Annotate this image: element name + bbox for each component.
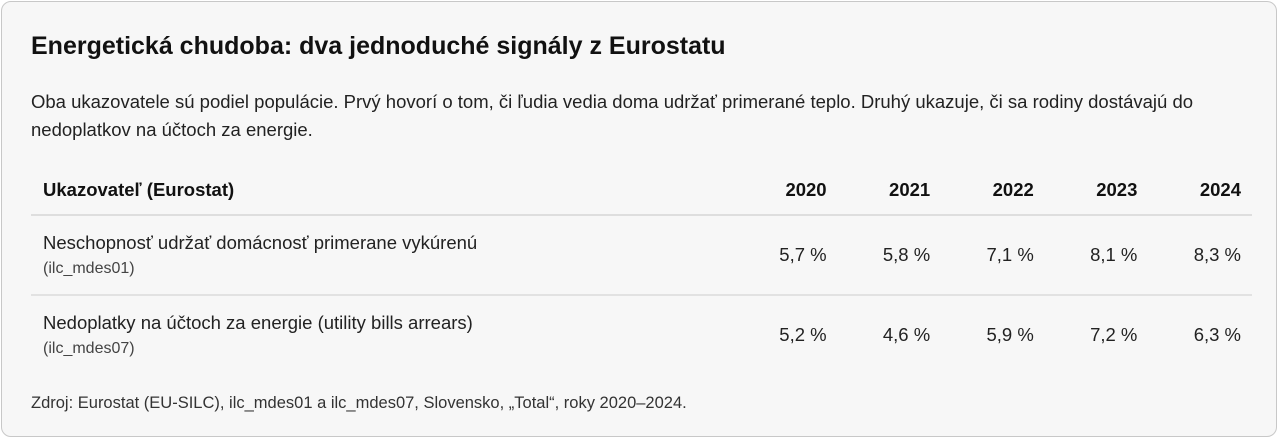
value-cell: 7,1 % [941, 215, 1045, 296]
title: Energetická chudoba: dva jednoduché sign… [31, 32, 726, 60]
header-cell: 2024 [1148, 165, 1252, 216]
value-cell: 8,1 % [1044, 215, 1149, 296]
header-cell: 2022 [941, 165, 1045, 216]
table-row: Nedoplatky na účtoch za energie (utility… [31, 295, 1252, 374]
header-cell: Ukazovateľ (Eurostat) [31, 165, 734, 216]
value-cell: 4,6 % [882, 324, 931, 345]
indicator-label: Nedoplatky na účtoch za energie (utility… [43, 312, 473, 333]
source: Zdroj: Eurostat (EU-SILC), ilc_mdes01 a … [31, 394, 687, 412]
value-cell: 5,9 % [986, 324, 1034, 345]
indicator-code: (ilc_mdes07) [43, 340, 135, 357]
value-cell: 5,7 % [734, 215, 838, 296]
value-cell: 5,2 % [779, 324, 827, 345]
indicator-label: Neschopnosť udržať domácnosť primerane v… [43, 232, 478, 253]
description: Oba ukazovatele sú podiel populácie. Prv… [31, 91, 1194, 140]
indicator-cell: Nedoplatky na účtoch za energie (utility… [31, 295, 734, 374]
header-cell: 2023 [1044, 165, 1149, 216]
header-row: Ukazovateľ (Eurostat) 2020 2021 2022 2023 202… [31, 165, 1252, 216]
value-cell: 6,3 % [1193, 324, 1241, 345]
indicator-code: (ilc_mdes01) [43, 260, 135, 277]
data-table: Ukazovateľ (Eurostat) 2020 2021 2022 2023 202… [31, 165, 1252, 374]
header-cell: 2020 [734, 165, 838, 216]
table-row: Neschopnosť udržať domácnosť primerane v… [31, 215, 1252, 296]
value-cell: 7,2 % [1090, 324, 1138, 345]
value-cell: 8,3 % [1148, 215, 1252, 296]
header-cell: 2021 [837, 165, 942, 216]
indicator-cell: Neschopnosť udržať domácnosť primerane v… [31, 215, 734, 296]
value-cell: 5,8 % [837, 215, 942, 296]
